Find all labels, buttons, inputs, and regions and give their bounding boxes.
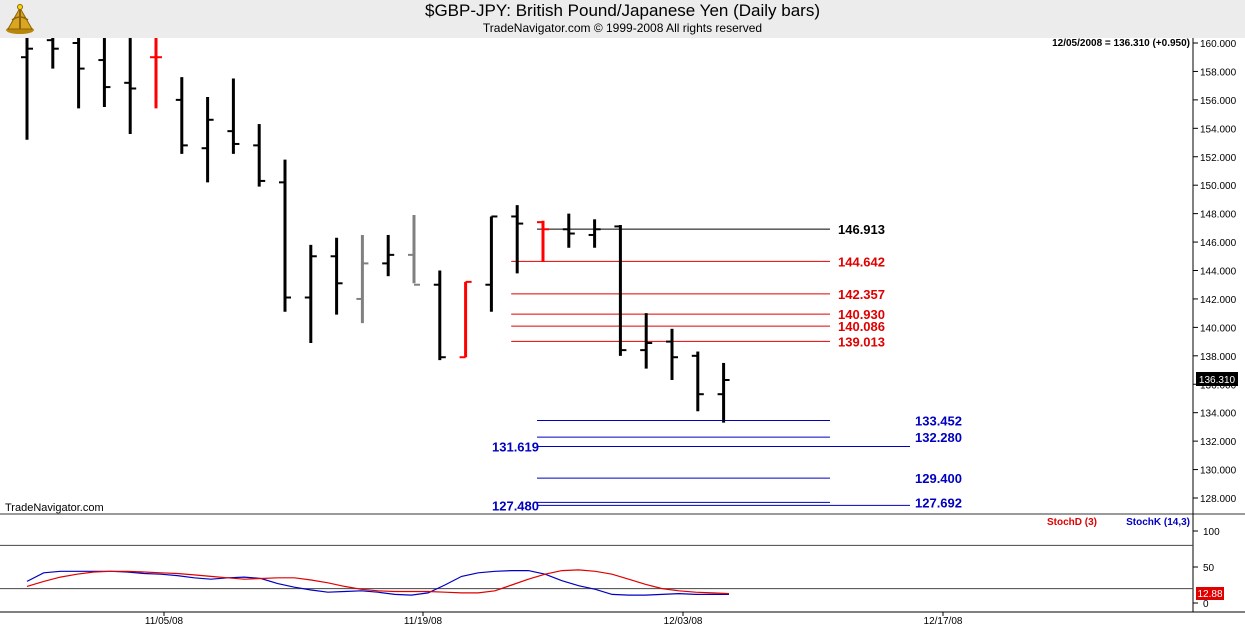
level-label: 142.357 [838, 287, 885, 302]
price-tick-label: 128.000 [1200, 494, 1237, 505]
price-tick-label: 154.000 [1200, 124, 1237, 135]
price-tick-label: 146.000 [1200, 238, 1237, 249]
level-label: 139.013 [838, 334, 885, 349]
stoch-tick-label: 100 [1203, 527, 1220, 538]
last-price-tag-bg [1196, 372, 1238, 386]
trade-navigator-logo-icon [6, 4, 34, 34]
level-label: 144.642 [838, 254, 885, 269]
date-tick-label: 11/19/08 [404, 616, 443, 627]
level-label: 132.280 [915, 430, 962, 445]
stochk-line [26, 569, 729, 596]
price-tick-label: 150.000 [1200, 181, 1237, 192]
stoch-tag-bg [1196, 587, 1224, 600]
watermark-text: TradeNavigator.com [5, 502, 104, 514]
stoch-legend-k: StochK (14,3) [1126, 517, 1190, 528]
stoch-legend-d: StochD (3) [1047, 517, 1097, 528]
price-panel-bg [0, 38, 1193, 514]
chart-header: $GBP-JPY: British Pound/Japanese Yen (Da… [0, 0, 1245, 38]
price-tick-label: 130.000 [1200, 466, 1237, 477]
price-tick-label: 134.000 [1200, 409, 1237, 420]
chart-title: $GBP-JPY: British Pound/Japanese Yen (Da… [425, 1, 820, 20]
stoch-tick-label: 50 [1203, 563, 1215, 574]
date-tick-label: 11/05/08 [145, 616, 184, 627]
price-tick-label: 148.000 [1200, 210, 1237, 221]
price-tick-label: 138.000 [1200, 352, 1237, 363]
quote-readout: 12/05/2008 = 136.310 (+0.950) [1052, 38, 1190, 49]
level-label: 127.692 [915, 495, 962, 510]
support-resistance-levels: 146.913 144.642 142.357 140.930140.086139.0… [492, 222, 962, 513]
price-tick-label: 132.000 [1200, 437, 1237, 448]
stoch-tag: 12.88 [1197, 589, 1222, 600]
level-label: 131.619 [492, 440, 539, 455]
stochastic-panel: 0 50 100 [0, 527, 1220, 610]
axis-panel-bg [1193, 38, 1245, 631]
price-tick-label: 144.000 [1200, 267, 1237, 278]
date-tick-label: 12/03/08 [664, 616, 703, 627]
price-tick-label: 140.000 [1200, 323, 1237, 334]
price-tick-label: 156.000 [1200, 96, 1237, 107]
price-tick-label: 158.000 [1200, 67, 1237, 78]
date-tick-label: 12/17/08 [924, 616, 963, 627]
price-tick-label: 142.000 [1200, 295, 1237, 306]
level-label: 127.480 [492, 498, 539, 513]
ohlc-bars [21, 38, 730, 423]
copyright-text: TradeNavigator.com © 1999-2008 All right… [482, 21, 763, 35]
stochd-line [26, 569, 730, 595]
stoch-tick-label: 0 [1203, 599, 1209, 610]
price-tick-label: 152.000 [1200, 153, 1237, 164]
level-label: 146.913 [838, 222, 885, 237]
level-label: 140.930 [838, 307, 885, 322]
level-label: 129.400 [915, 471, 962, 486]
level-label: 133.452 [915, 413, 962, 428]
price-tick-label: 160.000 [1200, 39, 1237, 50]
level-label: 140.086 [838, 319, 885, 334]
date-axis: 11/05/08 11/19/08 12/03/08 12/17/08 [145, 612, 963, 627]
last-price-tag: 136.310 [1199, 375, 1236, 386]
